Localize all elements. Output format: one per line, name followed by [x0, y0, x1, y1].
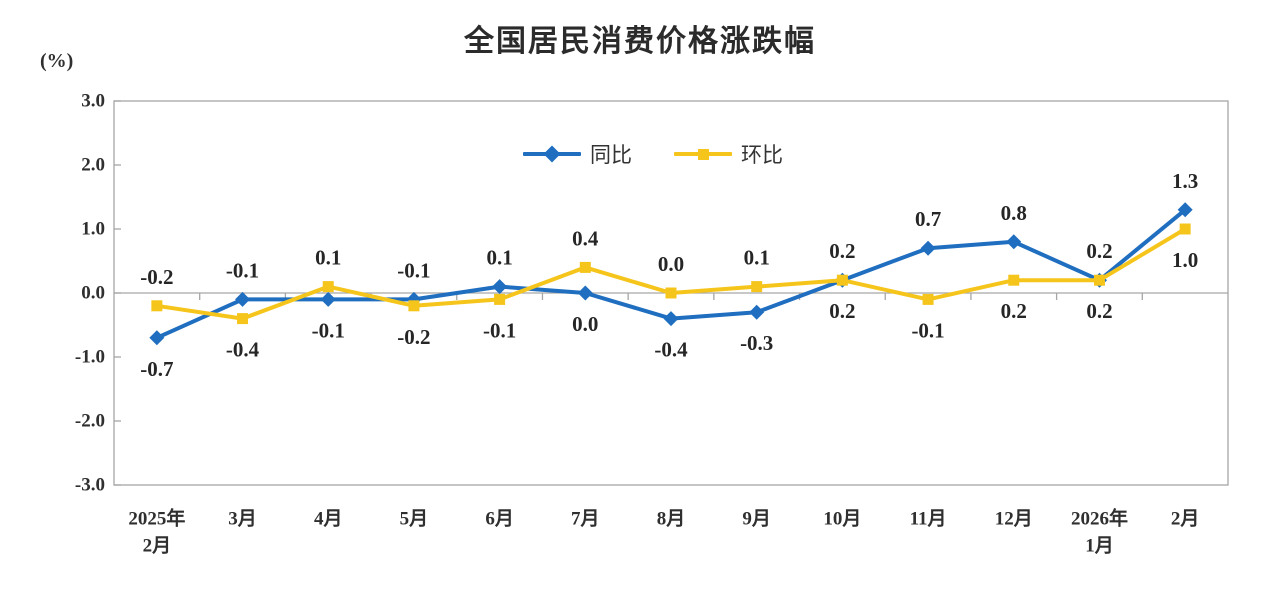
diamond-marker-icon [149, 330, 165, 346]
legend-item-mom: 环比 [674, 139, 783, 169]
x-category-label: 11月 [910, 509, 947, 530]
data-label-above: 0.7 [915, 207, 941, 231]
diamond-marker-icon [920, 240, 936, 256]
data-label-above: 0.1 [486, 246, 512, 270]
square-marker-icon [1093, 274, 1105, 286]
legend-label-yoy: 同比 [590, 143, 632, 167]
square-marker-icon [322, 281, 334, 293]
data-label-below: -0.2 [397, 325, 430, 349]
diamond-marker-icon [543, 145, 561, 163]
legend-item-yoy: 同比 [523, 139, 632, 169]
data-label-above: 0.8 [1001, 201, 1027, 225]
data-label-above: 0.0 [658, 252, 684, 276]
y-tick-label: -3.0 [75, 475, 105, 496]
square-marker-icon [922, 293, 934, 305]
x-category-label: 2月 [143, 536, 172, 557]
data-label-above: 1.3 [1172, 169, 1198, 193]
x-category-label: 7月 [571, 509, 600, 530]
square-marker-icon [836, 274, 848, 286]
legend: 同比 环比 [523, 139, 783, 169]
data-label-below: -0.1 [483, 318, 516, 342]
diamond-marker-icon [1006, 234, 1022, 250]
square-marker-icon [408, 300, 420, 312]
data-label-above: -0.1 [397, 258, 430, 282]
data-label-above: 0.4 [572, 226, 599, 250]
diamond-marker-icon [749, 304, 765, 320]
diamond-marker-icon [1177, 202, 1193, 218]
data-label-below: -0.3 [740, 331, 773, 355]
x-category-label: 4月 [314, 509, 343, 530]
y-tick-label: 0.0 [81, 283, 105, 304]
diamond-marker-icon [320, 291, 336, 307]
x-category-label: 2026年 [1071, 507, 1128, 530]
y-tick-label: 3.0 [81, 91, 105, 112]
square-marker-icon [665, 287, 677, 299]
x-category-label: 1月 [1085, 536, 1114, 557]
y-tick-label: -2.0 [75, 411, 105, 432]
yoy-line-swatch-icon [523, 142, 581, 166]
square-marker-icon [494, 293, 506, 305]
square-marker-icon [579, 261, 591, 273]
x-axis: 2025年 2月 3月 4月 5月 6月 7月 8月 9月 10月 11月 12月 2026年 1月 2月 [128, 293, 1199, 557]
diamond-marker-icon [663, 311, 679, 327]
x-category-label: 12月 [995, 509, 1033, 530]
x-category-label: 10月 [823, 509, 861, 530]
chart-title: 全国居民消费价格涨跌幅 [464, 25, 816, 58]
data-label-above: 0.1 [744, 246, 770, 270]
legend-label-mom: 环比 [741, 143, 783, 167]
series-mom [151, 223, 1191, 325]
data-label-below: -0.7 [140, 357, 173, 381]
diamond-marker-icon [235, 291, 251, 307]
data-label-below: -0.1 [312, 318, 345, 342]
data-label-below: -0.4 [654, 338, 688, 362]
data-label-above: 0.1 [315, 246, 341, 270]
x-category-label: 8月 [657, 509, 686, 530]
x-category-label: 3月 [228, 509, 257, 530]
y-tick-label: 1.0 [81, 219, 105, 240]
mom-line-swatch-icon [674, 142, 732, 166]
y-axis: 3.0 2.0 1.0 0.0 -1.0 -2.0 -3.0 [75, 91, 121, 496]
diamond-marker-icon [577, 285, 593, 301]
y-axis-unit-label: (%) [40, 50, 74, 72]
data-labels: -0.2 -0.7 -0.1 -0.4 0.1 -0.1 -0.1 -0.2 0.1 -0.1 0.… [140, 169, 1198, 381]
data-label-below: -0.1 [911, 318, 944, 342]
y-tick-label: -1.0 [75, 347, 105, 368]
data-label-below: 1.0 [1172, 248, 1198, 272]
x-category-label: 6月 [485, 509, 514, 530]
data-label-below: -0.4 [226, 338, 260, 362]
data-label-below: 0.2 [1086, 299, 1112, 323]
square-marker-icon [751, 281, 763, 293]
y-tick-label: 2.0 [81, 155, 105, 176]
data-label-above: -0.2 [140, 265, 173, 289]
data-label-above: 0.2 [1086, 239, 1112, 263]
data-label-below: 0.2 [1001, 299, 1027, 323]
data-label-above: -0.1 [226, 258, 259, 282]
data-label-above: 0.2 [829, 239, 855, 263]
square-marker-icon [698, 149, 709, 160]
square-marker-icon [1179, 223, 1191, 235]
square-marker-icon [237, 313, 249, 325]
square-marker-icon [151, 300, 163, 312]
x-category-label: 9月 [742, 509, 771, 530]
square-marker-icon [1008, 274, 1020, 286]
x-category-label: 5月 [400, 509, 429, 530]
x-category-label: 2025年 [128, 507, 185, 530]
data-label-below: 0.0 [572, 312, 598, 336]
data-label-below: 0.2 [829, 299, 855, 323]
diamond-marker-icon [492, 279, 508, 295]
x-category-label: 2月 [1171, 509, 1200, 530]
